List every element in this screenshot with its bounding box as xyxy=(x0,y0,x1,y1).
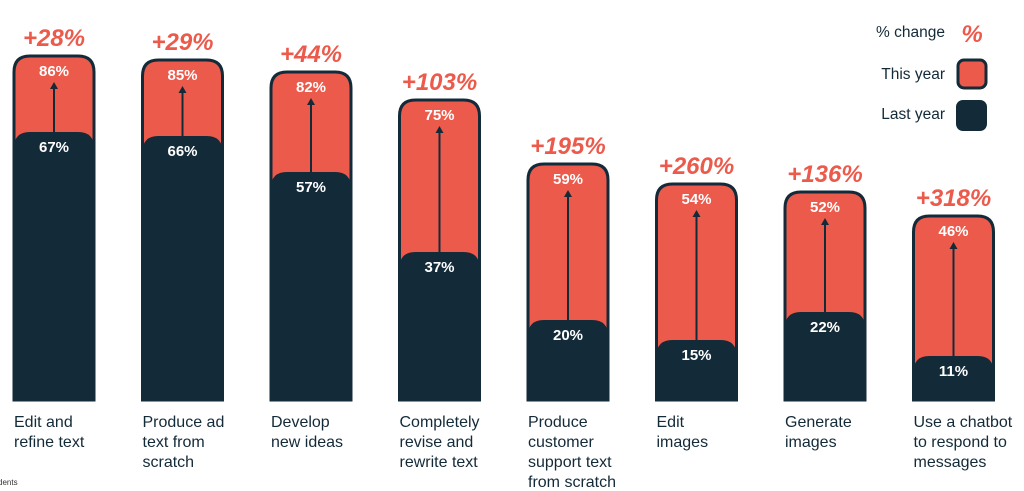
bar-outline xyxy=(526,162,610,402)
this-year-value-label: 54% xyxy=(681,191,711,208)
this-year-value-label: 85% xyxy=(167,67,197,84)
change-arrowhead xyxy=(821,218,829,225)
last-year-value-label: 37% xyxy=(424,259,454,276)
percent-change-label: +44% xyxy=(280,41,342,68)
category-label-line: Edit and xyxy=(14,414,73,431)
bar-outline xyxy=(655,182,738,402)
category-label-line: Edit xyxy=(657,414,685,431)
change-arrowhead xyxy=(307,98,315,105)
category-label-line: text from xyxy=(143,434,205,451)
last-year-value-label: 22% xyxy=(810,319,840,336)
percent-change-label: +318% xyxy=(916,185,991,212)
percent-change-label: +136% xyxy=(787,161,862,188)
this-year-value-label: 59% xyxy=(553,171,583,188)
last-year-value-label: 67% xyxy=(39,139,69,156)
category-label-line: customer xyxy=(528,434,594,451)
this-year-value-label: 46% xyxy=(938,223,968,240)
category-label-line: messages xyxy=(914,454,987,471)
category-label: Produce ad text from scratch xyxy=(143,414,225,471)
category-label-line: revise and xyxy=(400,434,474,451)
category-label-line: Develop xyxy=(271,414,330,431)
change-arrowhead xyxy=(50,82,58,89)
change-arrowhead xyxy=(564,190,572,197)
bars: 86% 67% +28% Edit and refine text 85% 66% +29% P… xyxy=(12,25,1013,491)
category-label: Generate images xyxy=(785,414,852,451)
category-label-line: to respond to xyxy=(914,434,1008,451)
last-year-bar xyxy=(14,132,94,400)
percent-change-label: +28% xyxy=(23,25,85,52)
category-label: Completely revise and rewrite text xyxy=(400,414,480,471)
category-label-line: rewrite text xyxy=(400,454,479,471)
category-label-line: images xyxy=(785,434,837,451)
last-year-bar xyxy=(785,312,865,400)
last-year-value-label: 57% xyxy=(296,179,326,196)
category-label-line: Produce ad xyxy=(143,414,225,431)
last-year-value-label: 66% xyxy=(167,143,197,160)
percent-change-label: +260% xyxy=(659,153,734,180)
category-label-line: Use a chatbot xyxy=(914,414,1013,431)
category-label-line: from scratch xyxy=(528,474,616,491)
category-label: Develop new ideas xyxy=(271,414,343,451)
last-year-value-label: 20% xyxy=(553,327,583,344)
category-label: Edit and refine text xyxy=(14,414,85,451)
change-arrowhead xyxy=(178,86,187,93)
last-year-bar xyxy=(271,172,351,400)
bar-outline xyxy=(783,190,867,402)
last-year-bar xyxy=(142,136,223,400)
category-label-line: Produce xyxy=(528,414,588,431)
last-year-value-label: 15% xyxy=(681,347,711,364)
legend-this-year-label: This year xyxy=(881,66,945,83)
category-label-line: refine text xyxy=(14,434,85,451)
bar-outline xyxy=(141,58,224,402)
this-year-value-label: 52% xyxy=(810,199,840,216)
legend-last-year-label: Last year xyxy=(881,106,945,123)
change-arrowhead xyxy=(949,242,958,249)
change-arrowhead xyxy=(692,210,701,217)
legend-change-symbol: % xyxy=(961,21,982,48)
bar-outline xyxy=(269,70,353,402)
last-year-bar xyxy=(656,340,737,400)
percent-change-label: +103% xyxy=(402,69,477,96)
this-year-value-label: 75% xyxy=(424,107,454,124)
bar-outline xyxy=(12,54,96,402)
legend: % change % This year Last year xyxy=(876,21,988,131)
last-year-bar xyxy=(528,320,608,400)
bar-outline xyxy=(398,98,481,402)
category-label-line: Generate xyxy=(785,414,852,431)
category-label: Use a chatbot to respond to messages xyxy=(914,414,1013,471)
this-year-value-label: 82% xyxy=(296,79,326,96)
last-year-bar xyxy=(913,356,994,400)
percent-change-label: +29% xyxy=(151,29,213,56)
percent-change-label: +195% xyxy=(530,133,605,160)
change-arrowhead xyxy=(435,126,444,133)
last-year-bar xyxy=(399,252,480,400)
category-label-line: Completely xyxy=(400,414,480,431)
legend-change-label: % change xyxy=(876,24,945,41)
category-label-line: support text xyxy=(528,454,612,471)
this-year-value-label: 86% xyxy=(39,63,69,80)
category-label-line: new ideas xyxy=(271,434,343,451)
last-year-value-label: 11% xyxy=(939,363,968,380)
category-label: Produce customer support text from scratch xyxy=(528,414,616,491)
bar-outline xyxy=(912,214,995,402)
category-label-line: images xyxy=(657,434,709,451)
legend-this-year-swatch xyxy=(956,58,988,90)
category-label: Edit images xyxy=(657,414,709,451)
legend-last-year-swatch xyxy=(956,100,987,131)
category-label-line: scratch xyxy=(143,454,195,471)
footnote: dents xyxy=(0,478,18,487)
